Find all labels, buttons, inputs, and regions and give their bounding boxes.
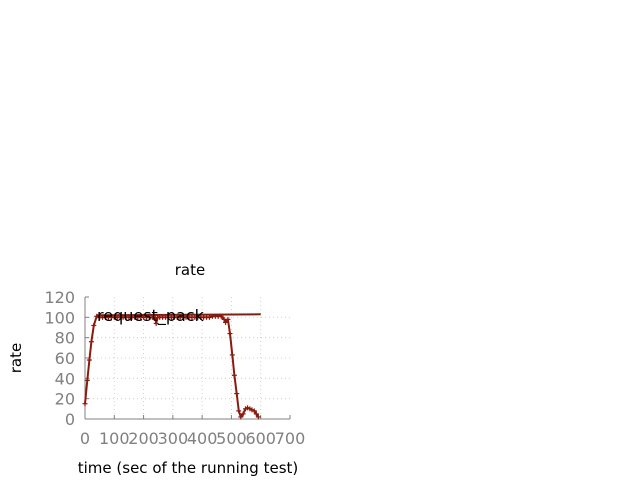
y-tick-label: 0 — [65, 410, 75, 429]
y-tick-label: 60 — [55, 349, 75, 368]
data-point — [255, 414, 261, 420]
data-point — [218, 313, 224, 319]
data-point — [152, 315, 158, 321]
y-tick-label: 120 — [44, 288, 75, 307]
legend-label: request_pack — [97, 306, 205, 326]
y-tick-label: 40 — [55, 369, 75, 388]
data-point — [251, 408, 257, 414]
trend-line — [96, 313, 261, 317]
series-line — [84, 315, 260, 418]
data-point — [249, 407, 255, 413]
x-tick-label: 300 — [158, 429, 189, 448]
data-point — [236, 408, 242, 414]
data-point — [82, 401, 88, 407]
x-axis-label: time (sec of the running test) — [78, 459, 299, 477]
x-tick-label: 0 — [80, 429, 90, 448]
y-tick-label: 100 — [44, 308, 75, 327]
chart-title: rate — [175, 261, 205, 279]
series-group — [82, 313, 261, 420]
data-point — [227, 331, 233, 337]
data-point — [234, 391, 240, 397]
data-point — [231, 372, 237, 378]
x-tick-label: 100 — [99, 429, 130, 448]
data-point — [238, 414, 244, 420]
data-point — [240, 411, 246, 417]
x-tick-label: 200 — [128, 429, 159, 448]
data-point — [253, 411, 259, 417]
data-point — [245, 405, 251, 411]
y-tick-label: 80 — [55, 329, 75, 348]
data-point — [153, 320, 159, 326]
y-tick-label: 20 — [55, 390, 75, 409]
data-point — [94, 313, 100, 319]
y-axis-label: rate — [7, 343, 25, 373]
data-point — [84, 377, 90, 383]
data-point — [86, 357, 92, 363]
x-tick-label: 700 — [275, 429, 306, 448]
data-point — [225, 316, 231, 322]
x-tick-label: 600 — [245, 429, 276, 448]
data-point — [206, 314, 212, 320]
x-tick-label: 400 — [187, 429, 218, 448]
data-point — [223, 319, 229, 325]
data-point — [149, 314, 155, 320]
data-point — [229, 352, 235, 358]
x-tick-label: 500 — [216, 429, 247, 448]
data-point — [91, 322, 97, 328]
data-point — [88, 339, 94, 345]
